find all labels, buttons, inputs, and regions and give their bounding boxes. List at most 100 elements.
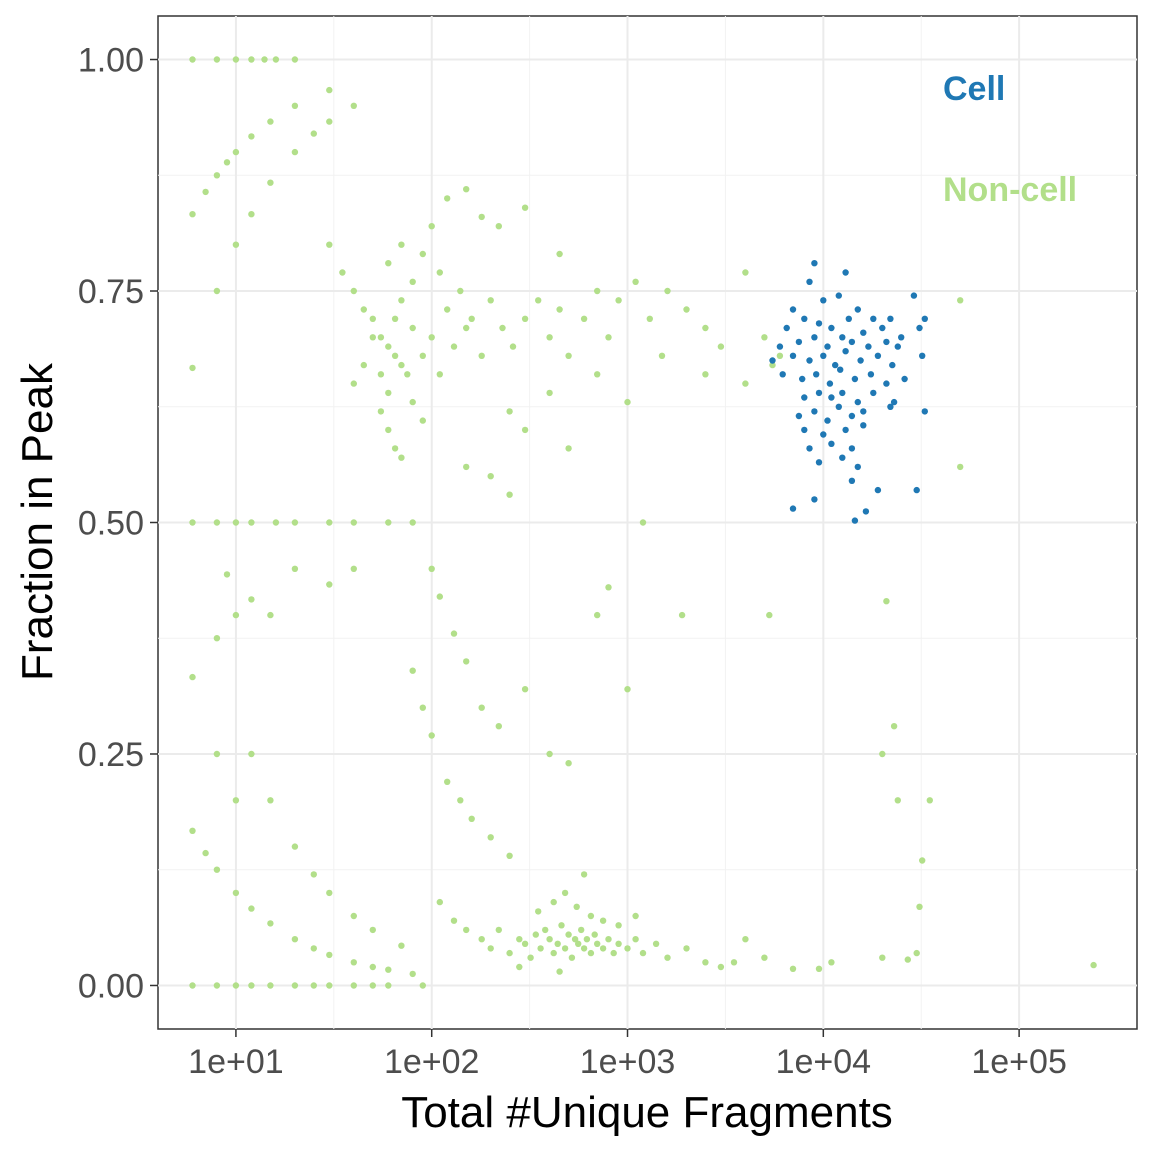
x-tick-label: 1e+03 [580, 1043, 676, 1081]
noncell-point [632, 936, 639, 943]
noncell-point [369, 982, 376, 989]
noncell-point [573, 903, 580, 910]
y-tick-label: 1.00 [78, 42, 144, 80]
noncell-point [428, 732, 435, 739]
noncell-point [605, 936, 612, 943]
noncell-point [436, 593, 443, 600]
cell-point [811, 496, 818, 503]
cell-point [921, 315, 928, 322]
noncell-point [419, 982, 426, 989]
y-tick-label: 0.50 [78, 505, 144, 543]
noncell-point [428, 334, 435, 341]
noncell-point [213, 982, 221, 989]
cell-point [910, 292, 918, 299]
noncell-point [189, 673, 196, 681]
noncell-point [468, 815, 475, 822]
noncell-point [248, 211, 255, 218]
noncell-point [350, 982, 357, 989]
cell-point [839, 334, 846, 341]
noncell-point [632, 278, 639, 285]
cell-point [854, 398, 861, 406]
noncell-point [594, 371, 601, 378]
noncell-point [350, 519, 357, 526]
noncell-point [404, 371, 411, 378]
cell-point [921, 408, 928, 415]
cell-point [811, 334, 818, 341]
y-axis-ticks: 0.00 0.25 0.50 0.75 1.00 [78, 42, 158, 1005]
cell-point [860, 408, 867, 415]
cell-point [848, 412, 856, 420]
cell-point [883, 338, 890, 346]
noncell-point [565, 931, 572, 938]
noncell-point [385, 389, 392, 397]
noncell-point [189, 211, 196, 218]
noncell-point [542, 926, 549, 934]
minor-grid [158, 16, 1137, 1029]
legend-label-cell: Cell [943, 70, 1005, 108]
noncell-point [385, 343, 392, 350]
cell-point [824, 417, 831, 424]
cell-point [889, 361, 896, 369]
noncell-point [223, 159, 231, 166]
noncell-point [326, 118, 333, 125]
cell-point [867, 371, 875, 378]
noncell-point [575, 940, 582, 947]
noncell-point [326, 581, 333, 588]
noncell-point [409, 970, 416, 978]
noncell-point [578, 926, 585, 934]
noncell-point [457, 797, 464, 804]
cell-point [824, 343, 831, 350]
noncell-point [326, 982, 333, 989]
noncell-point [248, 905, 255, 912]
cell-point [795, 338, 803, 346]
noncell-point [478, 704, 485, 711]
noncell-point [776, 352, 784, 359]
cell-point [815, 459, 823, 466]
cell-point [789, 306, 797, 313]
noncell-point [436, 898, 443, 906]
noncell-point [556, 250, 563, 258]
noncell-point [527, 954, 534, 961]
cell-point [860, 422, 867, 429]
noncell-point [789, 965, 797, 972]
noncell-point [213, 635, 221, 642]
noncell-point [409, 398, 416, 406]
noncell-point [599, 917, 607, 924]
noncell-point [769, 361, 776, 369]
noncell-point [444, 306, 451, 313]
noncell-point [377, 371, 385, 378]
noncell-point [546, 389, 553, 397]
noncell-point [310, 945, 317, 952]
cell-point [887, 403, 894, 410]
cell-point [801, 315, 808, 322]
cell-point [811, 408, 818, 415]
cell-point [879, 324, 886, 332]
noncell-point [409, 519, 416, 526]
cell-point [789, 352, 797, 359]
noncell-point [291, 843, 299, 850]
noncell-point [742, 269, 749, 276]
noncell-point [550, 949, 557, 957]
cell-point [815, 389, 823, 397]
noncell-point [232, 241, 240, 248]
noncell-point [377, 334, 385, 341]
noncell-point [1090, 961, 1097, 969]
cell-point [769, 357, 776, 364]
noncell-point [232, 797, 240, 804]
noncell-points [189, 56, 1097, 989]
noncell-point [556, 968, 563, 975]
noncell-point [904, 956, 911, 963]
noncell-point [919, 857, 926, 864]
noncell-point [702, 324, 709, 332]
noncell-point [568, 954, 576, 961]
noncell-point [516, 963, 523, 971]
cell-point [806, 278, 813, 285]
cell-point [820, 297, 827, 304]
noncell-point [267, 920, 274, 927]
cell-point [811, 260, 818, 267]
noncell-point [487, 473, 494, 480]
noncell-point [580, 315, 588, 322]
noncell-point [916, 903, 923, 910]
noncell-point [879, 954, 886, 961]
